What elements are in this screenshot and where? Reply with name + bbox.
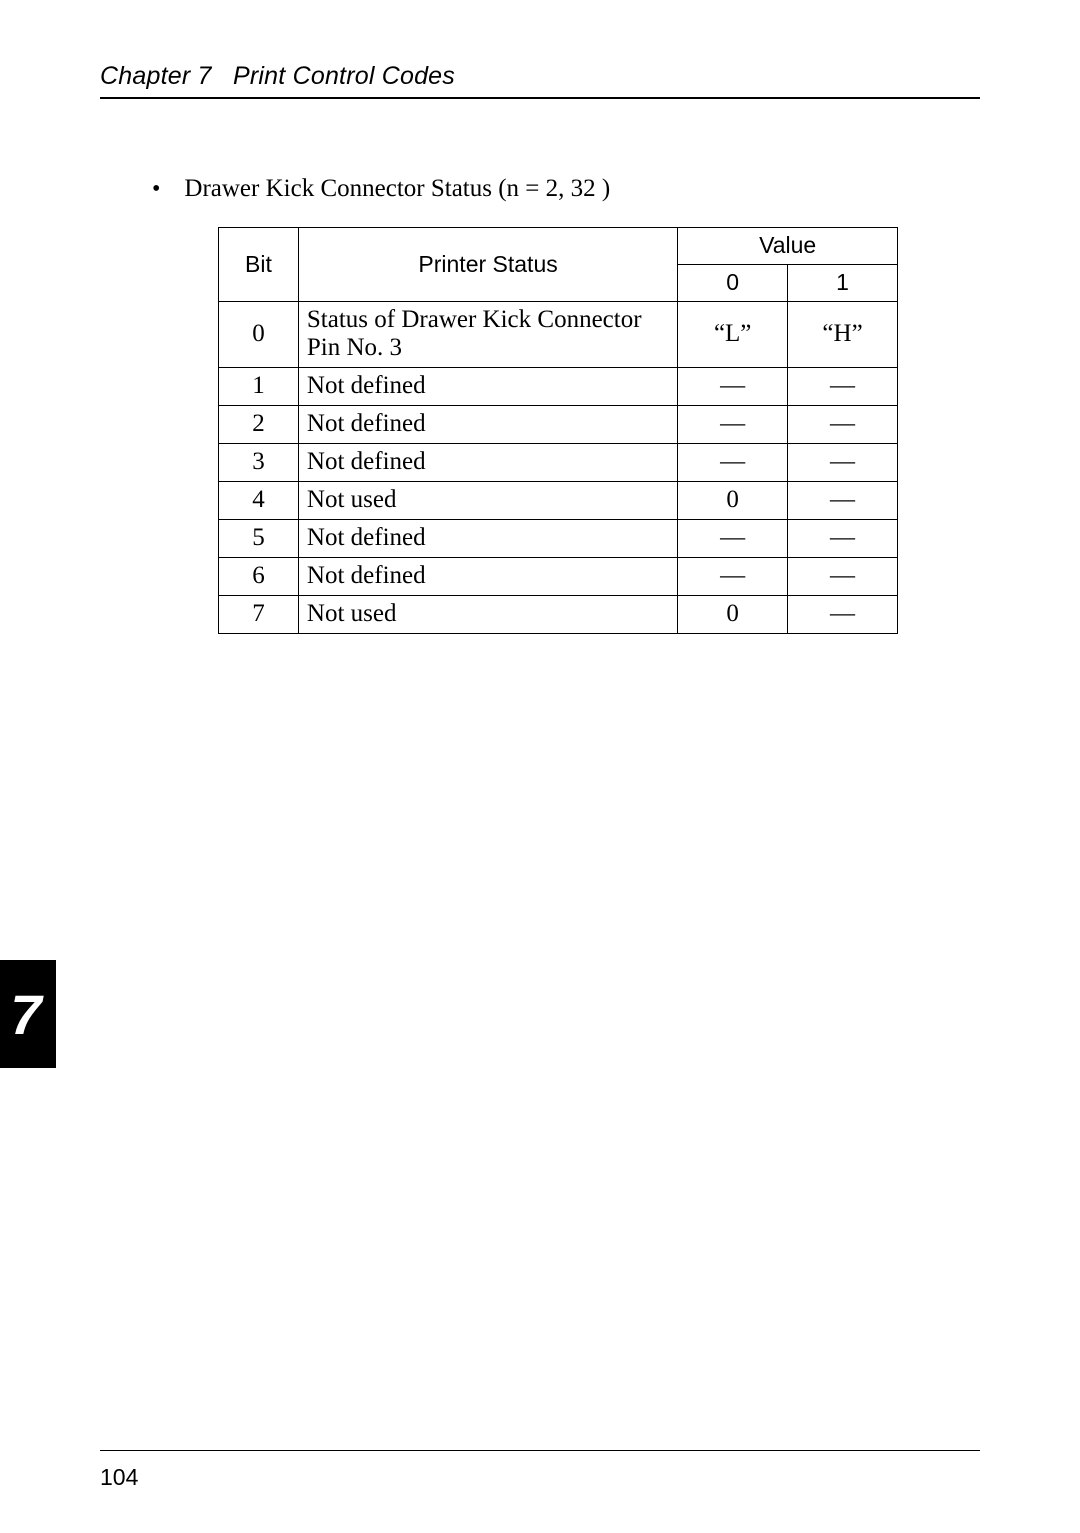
cell-status: Not defined — [298, 558, 677, 596]
page: Chapter 7 Print Control Codes • Drawer K… — [0, 0, 1080, 1533]
running-header: Chapter 7 Print Control Codes — [100, 62, 980, 91]
chapter-side-tab: 7 — [0, 960, 56, 1068]
cell-v1: — — [788, 406, 898, 444]
table-row: 7 Not used 0 — — [219, 596, 898, 634]
cell-v0: — — [678, 444, 788, 482]
cell-status: Not defined — [298, 368, 677, 406]
th-val-0: 0 — [678, 265, 788, 302]
th-val-1: 1 — [788, 265, 898, 302]
cell-v0: — — [678, 520, 788, 558]
chapter-side-tab-number: 7 — [10, 982, 41, 1047]
cell-bit: 4 — [219, 482, 299, 520]
table-row: 0 Status of Drawer Kick Connector Pin No… — [219, 302, 898, 368]
table-row: 3 Not defined — — — [219, 444, 898, 482]
cell-bit: 7 — [219, 596, 299, 634]
cell-bit: 1 — [219, 368, 299, 406]
cell-bit: 5 — [219, 520, 299, 558]
cell-v0: 0 — [678, 596, 788, 634]
cell-status: Not defined — [298, 520, 677, 558]
cell-v0: “L” — [678, 302, 788, 368]
table-row: 1 Not defined — — — [219, 368, 898, 406]
cell-bit: 2 — [219, 406, 299, 444]
status-table-wrap: Bit Printer Status Value 0 1 0 Status of… — [218, 227, 980, 634]
bullet-text: Drawer Kick Connector Status (n = 2, 32 … — [184, 175, 610, 203]
table-row: 4 Not used 0 — — [219, 482, 898, 520]
bullet-marker: • — [152, 177, 160, 201]
th-bit: Bit — [219, 228, 299, 302]
cell-v0: 0 — [678, 482, 788, 520]
cell-v1: — — [788, 520, 898, 558]
cell-status: Not used — [298, 596, 677, 634]
footer-rule — [100, 1450, 980, 1451]
cell-v1: — — [788, 558, 898, 596]
table-head: Bit Printer Status Value 0 1 — [219, 228, 898, 302]
table-body: 0 Status of Drawer Kick Connector Pin No… — [219, 302, 898, 634]
cell-v1: — — [788, 368, 898, 406]
cell-bit: 6 — [219, 558, 299, 596]
cell-v1: — — [788, 482, 898, 520]
cell-bit: 0 — [219, 302, 299, 368]
chapter-label: Chapter 7 — [100, 62, 212, 90]
section-title: Print Control Codes — [233, 62, 455, 90]
table-row: 5 Not defined — — — [219, 520, 898, 558]
header-rule — [100, 97, 980, 99]
cell-status: Not used — [298, 482, 677, 520]
th-value: Value — [678, 228, 898, 265]
cell-v0: — — [678, 406, 788, 444]
status-table: Bit Printer Status Value 0 1 0 Status of… — [218, 227, 898, 634]
cell-status: Not defined — [298, 406, 677, 444]
cell-v1: — — [788, 444, 898, 482]
bullet-item: • Drawer Kick Connector Status (n = 2, 3… — [152, 175, 980, 203]
cell-status: Not defined — [298, 444, 677, 482]
cell-v0: — — [678, 368, 788, 406]
cell-v1: “H” — [788, 302, 898, 368]
cell-v0: — — [678, 558, 788, 596]
cell-bit: 3 — [219, 444, 299, 482]
cell-status: Status of Drawer Kick Connector Pin No. … — [298, 302, 677, 368]
table-row: 6 Not defined — — — [219, 558, 898, 596]
cell-v1: — — [788, 596, 898, 634]
table-header-row-1: Bit Printer Status Value — [219, 228, 898, 265]
table-row: 2 Not defined — — — [219, 406, 898, 444]
th-status: Printer Status — [298, 228, 677, 302]
page-number: 104 — [100, 1464, 138, 1491]
